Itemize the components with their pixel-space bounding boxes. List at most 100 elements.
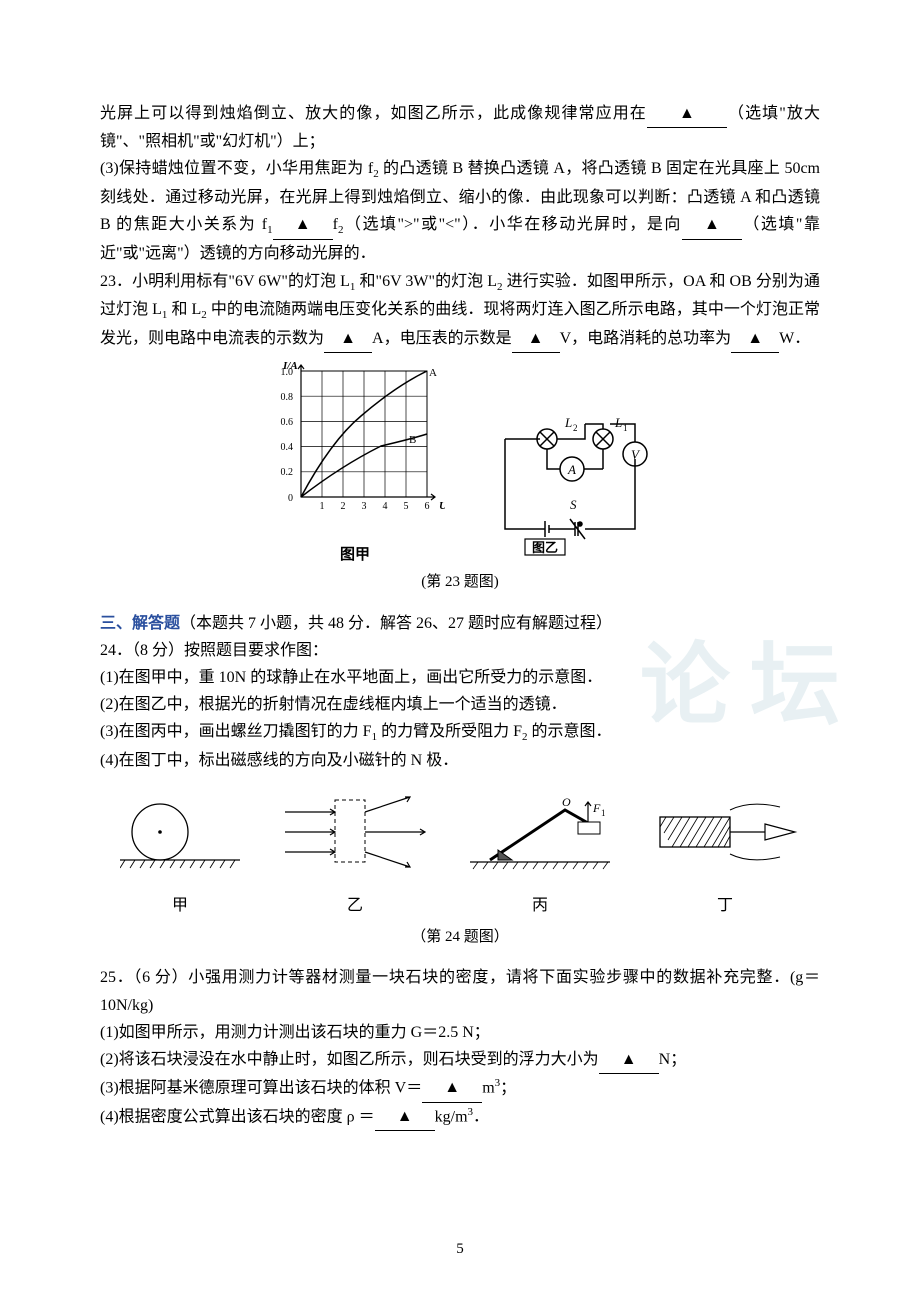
diag-label-b: 乙	[280, 892, 430, 919]
sub: 1	[372, 732, 378, 744]
text: m	[482, 1079, 494, 1096]
text: ．	[473, 1108, 489, 1125]
text: 的示意图．	[531, 723, 611, 740]
svg-text:1: 1	[320, 501, 325, 512]
circuit-23-right: V L 1 L 2	[485, 409, 655, 568]
lever-diagram: O F 1	[470, 792, 610, 882]
svg-text:0: 0	[288, 493, 293, 504]
fig24-caption: （第 24 题图）	[100, 925, 820, 951]
chart-left-label: 图甲	[265, 543, 445, 569]
q25-2: (2)将该石块浸没在水中静止时，如图乙所示，则石块受到的浮力大小为▲N；	[100, 1046, 820, 1074]
text: (2)将该石块浸没在水中静止时，如图乙所示，则石块受到的浮力大小为	[100, 1051, 599, 1068]
blank: ▲	[599, 1046, 659, 1074]
figure-24-row: 甲 乙	[100, 792, 820, 918]
sub: 2	[497, 281, 503, 293]
svg-text:1: 1	[601, 808, 606, 818]
sub: 1	[350, 281, 356, 293]
magnet-diagram	[650, 792, 800, 882]
sub: 2	[522, 732, 528, 744]
blank: ▲	[731, 325, 779, 353]
circuit-right-label: 图乙	[532, 540, 558, 555]
circuit-diagram: V L 1 L 2	[485, 409, 655, 559]
q25-1: (1)如图甲所示，用测力计测出该石块的重力 G＝2.5 N；	[100, 1019, 820, 1046]
blank: ▲	[375, 1103, 435, 1131]
q24-4: (4)在图丁中，标出磁感线的方向及小磁针的 N 极．	[100, 747, 820, 774]
svg-text:A: A	[567, 462, 576, 477]
text: W．	[779, 330, 810, 347]
svg-text:0.4: 0.4	[281, 442, 294, 453]
blank: ▲	[422, 1074, 482, 1102]
text: 光屏上可以得到烛焰倒立、放大的像，如图乙所示，此成像规律常应用在	[100, 105, 647, 122]
sub: 2	[373, 169, 379, 181]
sub: 1	[162, 310, 168, 322]
text: (3)根据阿基米德原理可算出该石块的体积 V＝	[100, 1079, 422, 1096]
svg-text:I/A: I/A	[282, 361, 298, 372]
svg-text:S: S	[570, 497, 577, 512]
q22-part2: 光屏上可以得到烛焰倒立、放大的像，如图乙所示，此成像规律常应用在▲（选填"放大镜…	[100, 100, 820, 155]
diag-label-a: 甲	[120, 892, 240, 919]
svg-text:L: L	[614, 415, 622, 430]
diag-label-d: 丁	[650, 892, 800, 919]
svg-text:L: L	[564, 415, 572, 430]
q24-2: (2)在图乙中，根据光的折射情况在虚线框内填上一个适当的透镜．	[100, 691, 820, 718]
iv-graph: A B 0 0.2 0.4 0.6 0.8 1.0 I/A 1 2 3	[265, 361, 445, 531]
svg-text:U/V: U/V	[439, 500, 445, 512]
q24-3: (3)在图丙中，画出螺丝刀撬图钉的力 F1 的力臂及所受阻力 F2 的示意图．	[100, 718, 820, 747]
q24-intro: 24．（8 分）按照题目要求作图：	[100, 637, 820, 664]
text: 23．小明利用标有"6V 6W"的灯泡 L	[100, 273, 350, 290]
diag-c: O F 1 丙	[470, 792, 610, 918]
chart-23-left: A B 0 0.2 0.4 0.6 0.8 1.0 I/A 1 2 3	[265, 361, 445, 568]
section-title: 三、解答题	[100, 615, 180, 632]
section-3-heading: 三、解答题（本题共 7 小题，共 48 分．解答 26、27 题时应有解题过程）	[100, 610, 820, 637]
svg-text:4: 4	[383, 501, 388, 512]
q25-3: (3)根据阿基米德原理可算出该石块的体积 V＝▲m3；	[100, 1074, 820, 1103]
text: 和 L	[171, 301, 201, 318]
svg-text:2: 2	[341, 501, 346, 512]
sub: 2	[201, 310, 207, 322]
text: kg/m	[435, 1108, 468, 1125]
q25-4: (4)根据密度公式算出该石块的密度 ρ ＝▲kg/m3．	[100, 1103, 820, 1132]
svg-text:A: A	[429, 367, 437, 379]
text: ；	[500, 1079, 516, 1096]
svg-text:B: B	[409, 434, 416, 446]
text: (3)保持蜡烛位置不变，小华用焦距为 f	[100, 160, 373, 177]
svg-text:V: V	[631, 447, 641, 462]
svg-text:5: 5	[404, 501, 409, 512]
svg-text:O: O	[562, 795, 571, 809]
blank: ▲	[647, 100, 727, 128]
page-content: 光屏上可以得到烛焰倒立、放大的像，如图乙所示，此成像规律常应用在▲（选填"放大镜…	[100, 100, 820, 1131]
lens-diagram	[280, 792, 430, 882]
text: V，电路消耗的总功率为	[560, 330, 732, 347]
q23: 23．小明利用标有"6V 6W"的灯泡 L1 和"6V 3W"的灯泡 L2 进行…	[100, 268, 820, 354]
diag-d: 丁	[650, 792, 800, 918]
svg-text:F: F	[592, 801, 601, 815]
svg-text:6: 6	[425, 501, 430, 512]
q24-1: (1)在图甲中，重 10N 的球静止在水平地面上，画出它所受力的示意图．	[100, 664, 820, 691]
svg-text:3: 3	[362, 501, 367, 512]
svg-text:0.2: 0.2	[281, 467, 294, 478]
diag-label-c: 丙	[470, 892, 610, 919]
text: (4)根据密度公式算出该石块的密度 ρ ＝	[100, 1108, 375, 1125]
text: 和"6V 3W"的灯泡 L	[359, 273, 497, 290]
diag-a: 甲	[120, 792, 240, 918]
page-number: 5	[0, 1237, 920, 1263]
text: N；	[659, 1051, 687, 1068]
diag-b: 乙	[280, 792, 430, 918]
svg-text:0.6: 0.6	[281, 417, 294, 428]
section-desc: （本题共 7 小题，共 48 分．解答 26、27 题时应有解题过程）	[180, 615, 612, 632]
svg-text:1: 1	[623, 423, 628, 433]
ball-diagram	[120, 792, 240, 882]
figure-23: A B 0 0.2 0.4 0.6 0.8 1.0 I/A 1 2 3	[100, 361, 820, 595]
text: A，电压表的示数是	[372, 330, 512, 347]
q22-3: (3)保持蜡烛位置不变，小华用焦距为 f2 的凸透镜 B 替换凸透镜 A，将凸透…	[100, 155, 820, 267]
text: （选填">"或"<"）．小华在移动光屏时，是向	[343, 216, 681, 233]
text: (3)在图丙中，画出螺丝刀撬图钉的力 F	[100, 723, 372, 740]
svg-text:2: 2	[573, 423, 578, 433]
text: 的力臂及所受阻力 F	[381, 723, 522, 740]
svg-text:0.8: 0.8	[281, 392, 294, 403]
blank: ▲	[324, 325, 372, 353]
q25-intro: 25．（6 分）小强用测力计等器材测量一块石块的密度，请将下面实验步骤中的数据补…	[100, 964, 820, 1018]
fig23-caption: (第 23 题图)	[100, 570, 820, 596]
blank: ▲	[512, 325, 560, 353]
blank: ▲	[273, 211, 333, 239]
